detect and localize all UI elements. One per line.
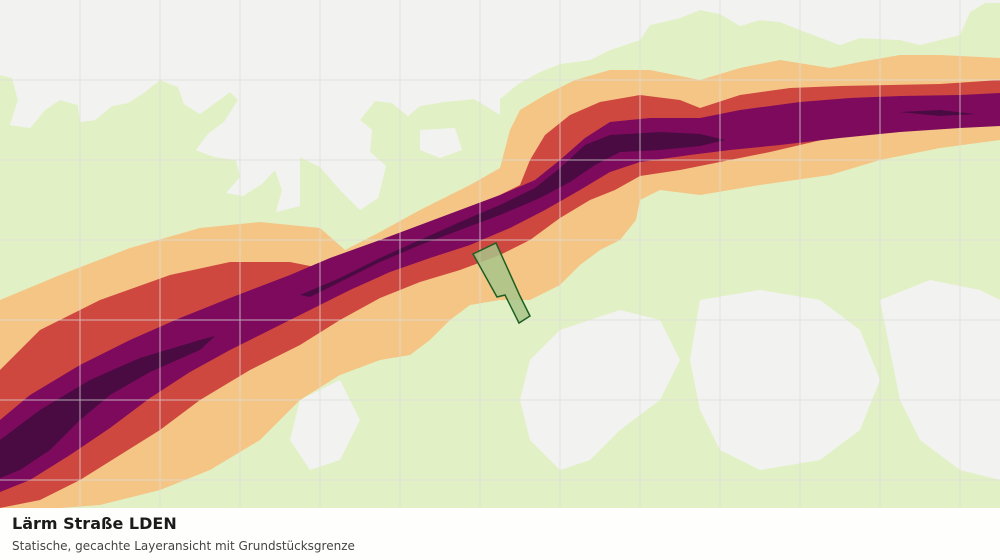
- parcel-stroke: [471, 241, 531, 325]
- map-grid: [0, 0, 1000, 508]
- parcel-boundary[interactable]: [473, 243, 530, 323]
- noise-zone-highest: [0, 110, 975, 478]
- layer-info-panel: Lärm Straße LDEN Statische, gecachte Lay…: [0, 508, 1000, 560]
- layer-title: Lärm Straße LDEN: [12, 514, 177, 533]
- layer-subtitle: Statische, gecachte Layeransicht mit Gru…: [12, 539, 355, 553]
